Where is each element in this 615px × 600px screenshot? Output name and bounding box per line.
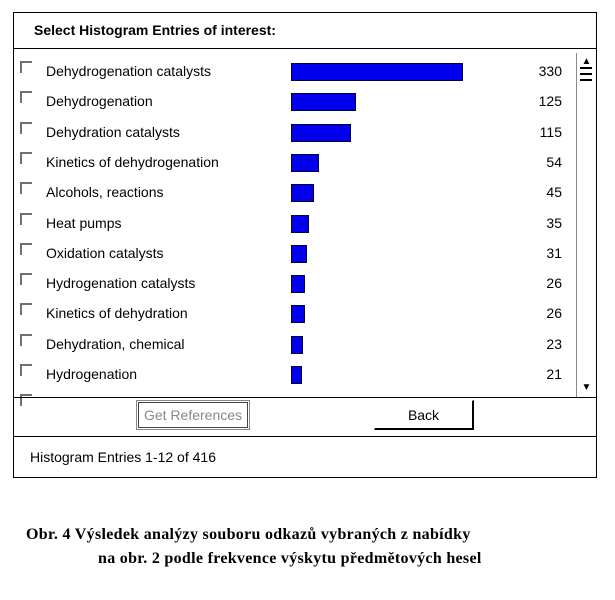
histogram-bar (291, 63, 463, 81)
entry-count: 26 (546, 305, 562, 322)
entry-count: 31 (546, 244, 562, 261)
entry-count: 23 (546, 335, 562, 352)
histogram-list: Dehydrogenation catalysts 330 Dehydrogenat… (14, 49, 596, 409)
entry-label: Kinetics of dehydrogenation (46, 153, 219, 170)
caption-line-2: na obr. 2 podle frekvence výskytu předmě… (98, 550, 482, 567)
entry-label: Dehydration, chemical (46, 335, 185, 352)
list-item: Dehydrogenation catalysts 330 (14, 61, 574, 91)
status-text: Histogram Entries 1-12 of 416 (30, 449, 216, 465)
entry-checkbox[interactable] (20, 273, 32, 286)
entry-checkbox[interactable] (20, 151, 32, 164)
histogram-bar (291, 275, 305, 294)
entry-count: 115 (539, 123, 562, 140)
entry-checkbox[interactable] (20, 303, 32, 316)
histogram-bar (291, 335, 303, 354)
entry-count: 35 (546, 214, 562, 231)
entry-checkbox[interactable] (20, 61, 32, 73)
entry-label: Dehydration catalysts (46, 123, 180, 140)
entry-checkbox[interactable] (20, 182, 32, 195)
entry-count: 54 (546, 153, 562, 170)
list-item: Heat pumps 35 (14, 212, 574, 243)
caption-line-1: Obr. 4 Výsledek analýzy souboru odkazů v… (26, 526, 471, 543)
entry-label: Alcohols, reactions (46, 184, 164, 201)
panel-title: Select Histogram Entries of interest: (34, 22, 276, 38)
scroll-up-arrow-icon[interactable]: ▲ (581, 56, 592, 67)
back-button[interactable]: Back (374, 400, 474, 430)
entry-checkbox[interactable] (20, 364, 32, 376)
entry-count: 45 (546, 184, 562, 201)
list-item: Dehydration, chemical 23 (14, 333, 574, 364)
list-item: Hydrogenation 21 (14, 364, 574, 394)
histogram-bar (291, 244, 307, 263)
entry-count: 21 (546, 366, 562, 382)
histogram-bar (291, 93, 356, 112)
entry-label: Dehydrogenation catalysts (46, 63, 211, 79)
entry-label: Oxidation catalysts (46, 244, 164, 261)
panel-header: Select Histogram Entries of interest: (14, 13, 596, 49)
entry-checkbox[interactable] (20, 242, 32, 255)
entry-checkbox[interactable] (20, 91, 32, 104)
entry-label: Hydrogenation (46, 366, 138, 382)
entry-count: 26 (546, 275, 562, 292)
entry-count: 125 (538, 93, 562, 110)
entry-label: Hydrogenation catalysts (46, 275, 196, 292)
entry-count: 330 (538, 63, 562, 79)
entry-label: Dehydrogenation (46, 93, 153, 110)
histogram-bar (291, 123, 351, 142)
scroll-thumb[interactable] (580, 67, 592, 81)
entry-checkbox[interactable] (20, 212, 32, 225)
histogram-bar (291, 214, 309, 233)
list-item: Alcohols, reactions 45 (14, 182, 574, 212)
histogram-bar (291, 305, 305, 324)
histogram-bar (291, 366, 302, 384)
list-item: Hydrogenation catalysts 26 (14, 273, 574, 303)
entry-checkbox[interactable] (20, 121, 32, 134)
list-item: Kinetics of dehydration 26 (14, 303, 574, 333)
entry-label: Kinetics of dehydration (46, 305, 188, 322)
histogram-bar (291, 153, 319, 172)
list-item: Dehydration catalysts 115 (14, 121, 574, 152)
entry-label: Heat pumps (46, 214, 122, 231)
scrollbar[interactable]: ▲ ▼ (576, 53, 596, 397)
button-bar: Get References Back (14, 397, 596, 437)
histogram-panel: Select Histogram Entries of interest: De… (13, 12, 597, 478)
list-item: Oxidation catalysts 31 (14, 242, 574, 273)
entry-checkbox[interactable] (20, 333, 32, 346)
list-item: Dehydrogenation 125 (14, 91, 574, 121)
scroll-down-arrow-icon[interactable]: ▼ (581, 382, 592, 393)
get-references-button[interactable]: Get References (136, 400, 250, 430)
histogram-bar (291, 184, 314, 203)
list-item: Kinetics of dehydrogenation 54 (14, 151, 574, 182)
